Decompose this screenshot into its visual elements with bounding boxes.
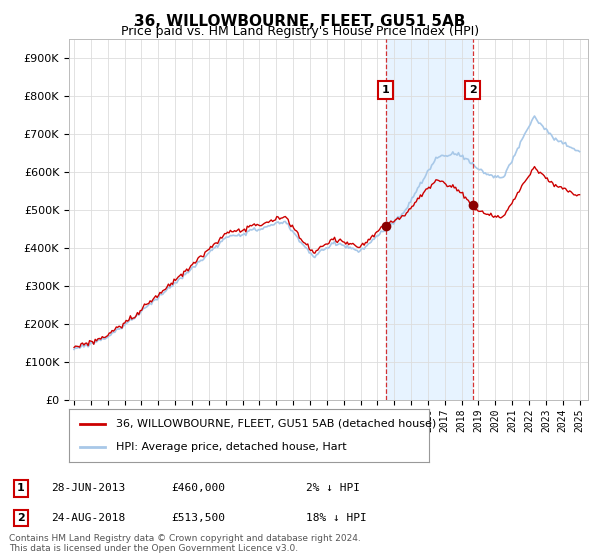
Text: 1: 1	[17, 483, 25, 493]
Text: 36, WILLOWBOURNE, FLEET, GU51 5AB: 36, WILLOWBOURNE, FLEET, GU51 5AB	[134, 14, 466, 29]
Text: HPI: Average price, detached house, Hart: HPI: Average price, detached house, Hart	[116, 442, 346, 452]
Text: Price paid vs. HM Land Registry's House Price Index (HPI): Price paid vs. HM Land Registry's House …	[121, 25, 479, 38]
Text: 2: 2	[17, 513, 25, 523]
Text: 1: 1	[382, 85, 389, 95]
Text: 18% ↓ HPI: 18% ↓ HPI	[306, 513, 367, 523]
Text: 24-AUG-2018: 24-AUG-2018	[51, 513, 125, 523]
Text: £513,500: £513,500	[171, 513, 225, 523]
Text: 36, WILLOWBOURNE, FLEET, GU51 5AB (detached house): 36, WILLOWBOURNE, FLEET, GU51 5AB (detac…	[116, 419, 436, 429]
Text: £460,000: £460,000	[171, 483, 225, 493]
Text: 2% ↓ HPI: 2% ↓ HPI	[306, 483, 360, 493]
Text: 28-JUN-2013: 28-JUN-2013	[51, 483, 125, 493]
Text: 2: 2	[469, 85, 476, 95]
Bar	[386, 39, 473, 400]
Text: Contains HM Land Registry data © Crown copyright and database right 2024.
This d: Contains HM Land Registry data © Crown c…	[9, 534, 361, 553]
